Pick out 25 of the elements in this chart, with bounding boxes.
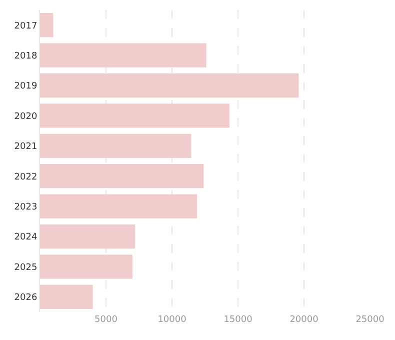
y-tick-label: 2026 xyxy=(14,293,38,304)
bar xyxy=(40,73,299,98)
bar xyxy=(40,43,206,68)
y-tick-label: 2020 xyxy=(14,112,38,122)
y-tick-label: 2017 xyxy=(14,21,38,32)
bar xyxy=(40,284,93,309)
x-tick-label: 25000 xyxy=(356,315,385,325)
y-tick-label: 2025 xyxy=(14,262,38,273)
y-tick-label: 2022 xyxy=(14,172,38,182)
bar xyxy=(40,13,54,38)
y-tick-label: 2023 xyxy=(14,202,38,212)
x-tick-label: 15000 xyxy=(224,315,253,325)
bar xyxy=(40,104,230,128)
x-tick-label: 20000 xyxy=(290,315,319,325)
bar xyxy=(40,134,192,158)
y-tick-label: 2019 xyxy=(14,82,38,92)
bar xyxy=(40,254,132,279)
bar xyxy=(40,164,204,188)
y-tick-label: 2021 xyxy=(14,142,38,152)
bar xyxy=(40,224,136,249)
y-tick-label: 2024 xyxy=(14,232,38,243)
y-tick-label: 2018 xyxy=(14,51,38,62)
x-tick-label: 5000 xyxy=(94,315,118,325)
bar xyxy=(40,194,198,218)
x-tick-label: 10000 xyxy=(158,315,187,325)
